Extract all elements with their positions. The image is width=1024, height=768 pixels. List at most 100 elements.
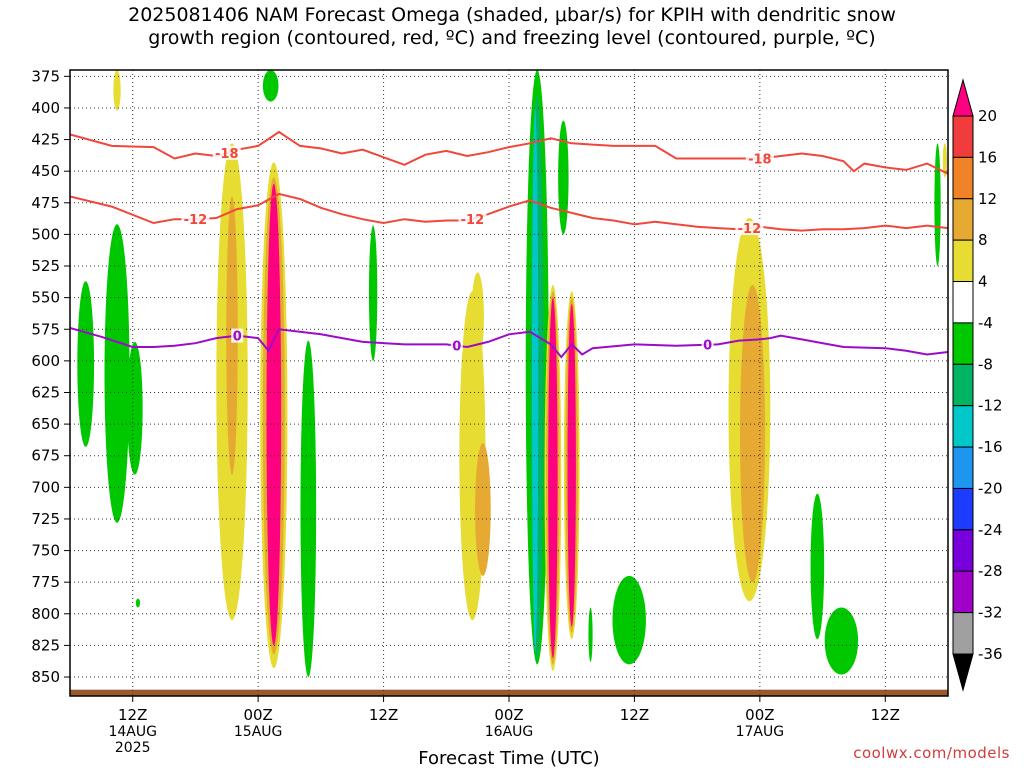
colorbar-tick-label: 8 xyxy=(978,231,988,249)
plot-area: -18 -18 -12 -12 -12 0 0 0 xyxy=(70,70,948,696)
colorbar-swatch xyxy=(952,612,974,655)
colorbar-swatch xyxy=(952,487,974,531)
omega-region xyxy=(126,341,143,475)
omega-region xyxy=(262,70,279,102)
colorbar-swatch xyxy=(952,281,974,324)
colorbar-swatch xyxy=(952,570,974,614)
chart-title: 2025081406 NAM Forecast Omega (shaded, μ… xyxy=(0,4,1024,50)
omega-region xyxy=(942,143,947,178)
y-tick-label: 650 xyxy=(31,415,60,433)
y-tick-label: 400 xyxy=(31,99,60,117)
colorbar-tick-label: -20 xyxy=(978,479,1003,497)
y-tick-label: 475 xyxy=(31,194,60,212)
x-date-label: 16AUG xyxy=(485,724,534,740)
colorbar-arrow-bottom xyxy=(952,653,974,692)
contour-label-bg xyxy=(231,328,244,343)
colorbar-tick-label: -4 xyxy=(978,314,993,332)
y-tick-label: 725 xyxy=(31,510,60,528)
contour-label-bg xyxy=(212,145,241,160)
colorbar-tick-label: -36 xyxy=(978,645,1003,663)
y-tick-label: 575 xyxy=(31,320,60,338)
omega-region xyxy=(135,598,141,608)
colorbar-tick-label: 20 xyxy=(978,107,997,125)
omega-region xyxy=(475,443,491,576)
x-axis-label: Forecast Time (UTC) xyxy=(418,748,599,768)
contour-label: -12 xyxy=(184,213,208,228)
colorbar-swatch xyxy=(952,115,974,158)
colorbar-swatch xyxy=(952,363,974,407)
y-tick-label: 675 xyxy=(31,447,60,465)
chart-title-line1: 2025081406 NAM Forecast Omega (shaded, μ… xyxy=(128,4,896,26)
contour-label-bg xyxy=(181,212,210,227)
omega-region xyxy=(113,70,121,111)
colorbar-swatch xyxy=(952,239,974,283)
colorbar-tick-label: 4 xyxy=(978,273,988,291)
contour-line xyxy=(70,192,948,232)
y-tick-label: 825 xyxy=(31,636,60,654)
omega-region xyxy=(104,224,130,523)
x-date-label: 17AUG xyxy=(736,724,785,740)
colorbar-tick-label: -28 xyxy=(978,562,1003,580)
contour-label: -12 xyxy=(461,213,485,228)
y-tick-label: 500 xyxy=(31,225,60,243)
x-date-label: 14AUG xyxy=(108,724,157,740)
colorbar-tick-label: -8 xyxy=(978,355,993,373)
colorbar-tick-label: -16 xyxy=(978,438,1003,456)
contour-label-bg xyxy=(735,221,764,236)
y-tick-label: 775 xyxy=(31,573,60,591)
contour-label: -12 xyxy=(738,222,762,237)
contour-label: -18 xyxy=(748,153,772,168)
colorbar-tick-label: 12 xyxy=(978,190,997,208)
y-tick-label: 625 xyxy=(31,383,60,401)
contour-line xyxy=(70,327,948,359)
colorbar-tick-label: -12 xyxy=(978,397,1003,415)
y-tick-label: 750 xyxy=(31,542,60,560)
x-tick-label: 12Z xyxy=(620,706,649,724)
colorbar-tick-label: -32 xyxy=(978,604,1003,622)
colorbar-swatch xyxy=(952,198,974,241)
y-tick-label: 450 xyxy=(31,162,60,180)
y-tick-label: 600 xyxy=(31,352,60,370)
y-tick-label: 800 xyxy=(31,605,60,623)
credit-text[interactable]: coolwx.com/models xyxy=(853,744,1010,762)
contour-label: 0 xyxy=(703,339,712,354)
colorbar-arrow-top xyxy=(952,78,974,117)
terrain-strip xyxy=(70,689,948,696)
omega-region xyxy=(810,493,825,640)
colorbar-swatch xyxy=(952,529,974,572)
contour-label: -18 xyxy=(215,147,239,162)
omega-region xyxy=(531,107,539,652)
omega-region xyxy=(567,303,576,627)
colorbar-swatch xyxy=(952,446,974,489)
contour-label-bg xyxy=(458,211,487,226)
omega-region xyxy=(934,143,941,267)
y-tick-label: 375 xyxy=(31,67,60,85)
omega-region xyxy=(588,607,593,662)
omega-region xyxy=(300,340,317,678)
colorbar-swatch xyxy=(952,156,974,200)
colorbar-tick-label: 16 xyxy=(978,148,997,166)
contour-label-bg xyxy=(701,337,714,352)
x-tick-label: 00Z xyxy=(494,706,523,724)
x-tick-label: 12Z xyxy=(369,706,398,724)
omega-region xyxy=(739,284,766,583)
contour-label-bg xyxy=(450,338,463,353)
omega-region xyxy=(824,607,859,675)
x-tick-label: 12Z xyxy=(871,706,900,724)
y-tick-label: 550 xyxy=(31,289,60,307)
contour-label: 0 xyxy=(452,340,461,355)
omega-region xyxy=(77,281,95,447)
y-tick-label: 525 xyxy=(31,257,60,275)
omega-region xyxy=(548,297,558,659)
omega-region xyxy=(471,272,484,361)
colorbar-swatch xyxy=(952,322,974,365)
x-date-label: 15AUG xyxy=(234,724,283,740)
colorbar-tick-label: -24 xyxy=(978,521,1003,539)
x-year-label: 2025 xyxy=(115,740,151,756)
omega-region xyxy=(368,225,378,361)
x-tick-label: 00Z xyxy=(745,706,774,724)
x-tick-label: 00Z xyxy=(243,706,272,724)
contour-label-bg xyxy=(745,151,774,166)
omega-region xyxy=(558,120,569,235)
